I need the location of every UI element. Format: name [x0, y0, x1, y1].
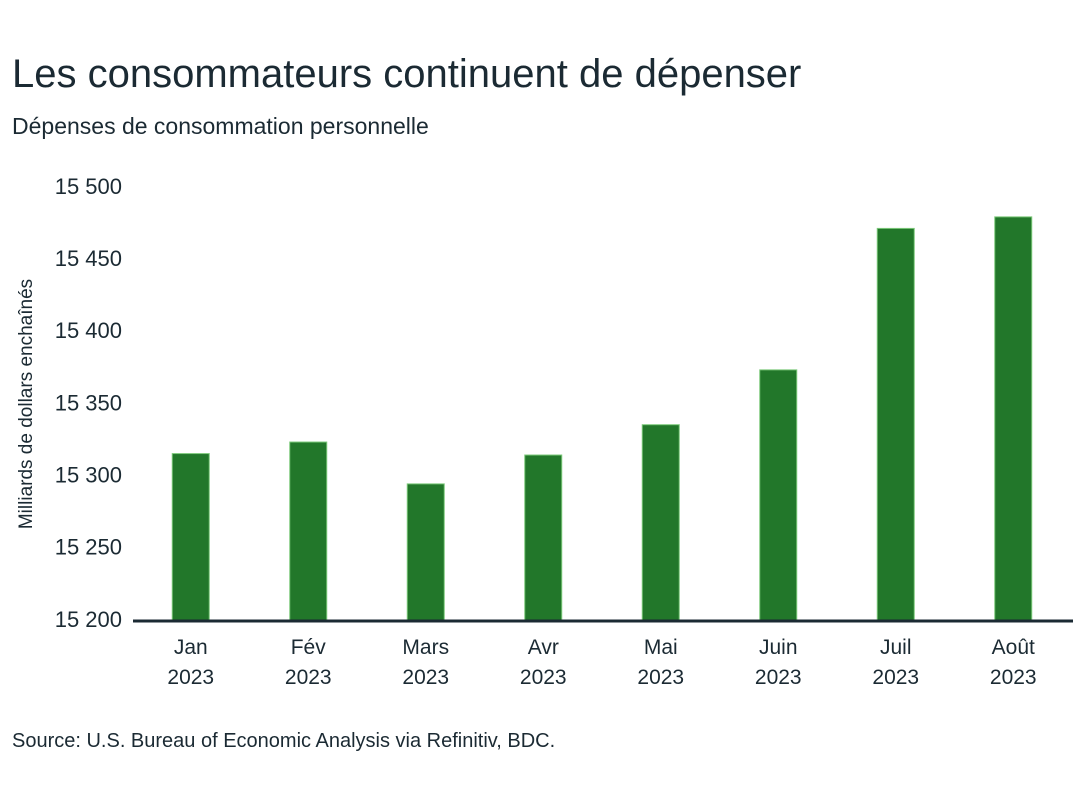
- x-tick-label-month: Mars: [402, 636, 449, 659]
- source-note: Source: U.S. Bureau of Economic Analysis…: [12, 730, 556, 752]
- x-tick-label-month: Août: [992, 636, 1035, 659]
- x-axis-labels: Jan 2023 Fév 2023 Mars 2023 Avr 2023 Mai 2023 Juin…: [167, 636, 1036, 689]
- bar-juin: [759, 369, 798, 622]
- y-tick-label: 15 350: [55, 390, 122, 415]
- x-tick-label-month: Mai: [644, 636, 678, 659]
- x-tick-label-year: 2023: [990, 666, 1037, 689]
- bars: [171, 216, 1033, 622]
- x-tick-label-year: 2023: [520, 666, 567, 689]
- x-tick-label-year: 2023: [285, 666, 332, 689]
- x-tick-label-month: Fév: [291, 636, 327, 659]
- y-tick-label: 15 500: [55, 174, 122, 199]
- chart-title: Les consommateurs continuent de dépenser: [12, 52, 802, 96]
- y-axis-label: Milliards de dollars enchaînés: [16, 279, 37, 529]
- y-tick-label: 15 200: [55, 607, 122, 632]
- y-tick-label: 15 400: [55, 318, 122, 343]
- x-tick-label-year: 2023: [167, 666, 214, 689]
- bar-mars: [406, 483, 445, 622]
- chart-subtitle: Dépenses de consommation personnelle: [12, 113, 429, 139]
- x-tick-label-month: Jan: [174, 636, 208, 659]
- x-tick-label-year: 2023: [402, 666, 449, 689]
- bar-mai: [641, 424, 680, 622]
- x-tick-label-year: 2023: [755, 666, 802, 689]
- y-tick-label: 15 250: [55, 535, 122, 560]
- x-tick-label-month: Juin: [759, 636, 798, 659]
- y-tick-label: 15 300: [55, 462, 122, 487]
- y-axis-ticks: 15 200 15 250 15 300 15 350 15 400 15 450 15 5…: [55, 174, 122, 632]
- bar-jan: [171, 453, 210, 622]
- y-tick-label: 15 450: [55, 246, 122, 271]
- x-tick-label-month: Juil: [880, 636, 912, 659]
- x-tick-label-year: 2023: [872, 666, 919, 689]
- x-tick-label-year: 2023: [637, 666, 684, 689]
- x-tick-label-month: Avr: [528, 636, 559, 659]
- bar-août: [994, 216, 1033, 622]
- bar-juil: [876, 227, 915, 622]
- bar-avr: [524, 454, 563, 622]
- bar-fév: [289, 441, 328, 622]
